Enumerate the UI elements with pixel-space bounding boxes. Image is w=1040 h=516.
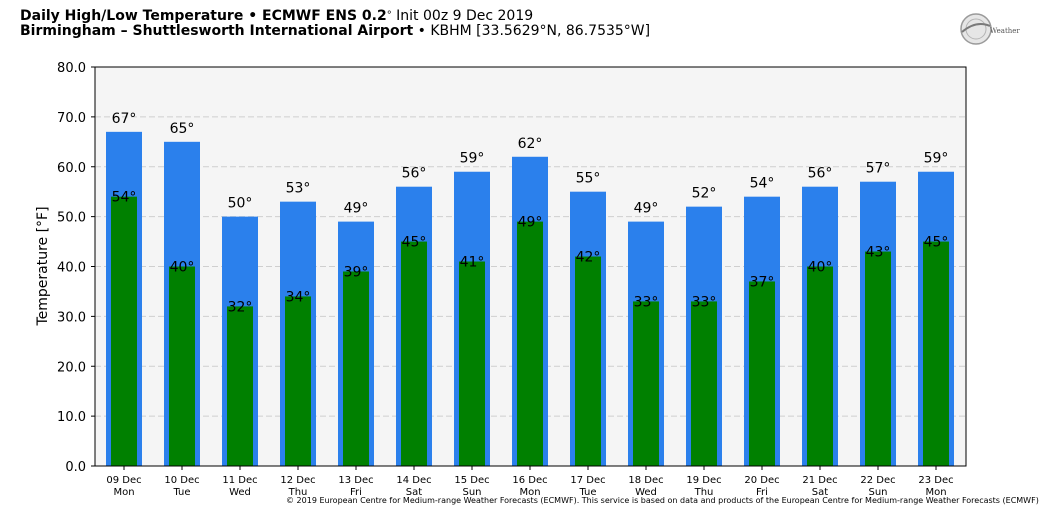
low-temp-label: 49° bbox=[518, 215, 543, 231]
high-temp-label: 59° bbox=[460, 151, 485, 167]
x-tick-date: 18 Dec bbox=[628, 475, 663, 486]
low-temp-label: 32° bbox=[228, 299, 253, 315]
x-tick-weekday: Mon bbox=[113, 487, 134, 498]
low-temp-label: 40° bbox=[170, 260, 195, 276]
low-temp-bar bbox=[111, 196, 137, 467]
x-tick-date: 16 Dec bbox=[512, 475, 547, 486]
y-tick-label: 10.0 bbox=[57, 410, 86, 425]
high-temp-label: 62° bbox=[518, 136, 543, 152]
x-tick-date: 22 Dec bbox=[860, 475, 895, 486]
title-main: Daily High/Low Temperature • ECMWF ENS 0… bbox=[20, 8, 387, 24]
y-tick-label: 20.0 bbox=[57, 360, 86, 375]
x-tick-weekday: Thu bbox=[694, 487, 714, 498]
low-temp-bar bbox=[923, 241, 949, 466]
weatherbell-logo: WeatherBELL bbox=[960, 13, 1020, 45]
x-tick-weekday: Wed bbox=[635, 487, 657, 498]
y-tick-label: 70.0 bbox=[57, 111, 86, 126]
x-tick-date: 17 Dec bbox=[570, 475, 605, 486]
logo-text: WeatherBELL bbox=[990, 27, 1020, 35]
x-tick-weekday: Fri bbox=[756, 487, 768, 498]
low-temp-label: 45° bbox=[924, 235, 949, 251]
x-tick-weekday: Mon bbox=[925, 487, 946, 498]
high-temp-label: 57° bbox=[866, 161, 891, 177]
x-tick-date: 09 Dec bbox=[106, 475, 141, 486]
x-tick-date: 20 Dec bbox=[744, 475, 779, 486]
high-temp-label: 56° bbox=[402, 166, 427, 182]
x-tick-weekday: Sun bbox=[868, 487, 887, 498]
title-degree: ° bbox=[386, 10, 392, 21]
low-temp-label: 40° bbox=[808, 260, 833, 276]
x-tick-date: 19 Dec bbox=[686, 475, 721, 486]
x-tick-weekday: Wed bbox=[229, 487, 251, 498]
x-tick-weekday: Thu bbox=[288, 487, 308, 498]
chart-title: Daily High/Low Temperature • ECMWF ENS 0… bbox=[20, 8, 533, 24]
low-temp-bar bbox=[285, 296, 311, 466]
x-tick-weekday: Tue bbox=[578, 487, 596, 498]
copyright-notice: © 2019 European Centre for Medium-range … bbox=[286, 496, 1039, 505]
y-tick-label: 30.0 bbox=[57, 310, 86, 325]
y-axis-label: Temperature [°F] bbox=[35, 206, 51, 326]
x-tick-date: 21 Dec bbox=[802, 475, 837, 486]
low-temp-label: 33° bbox=[634, 294, 659, 310]
low-temp-bar bbox=[517, 221, 543, 466]
high-temp-label: 67° bbox=[112, 111, 137, 127]
low-temp-bar bbox=[575, 256, 601, 466]
y-tick-label: 0.0 bbox=[65, 460, 86, 475]
low-temp-bar bbox=[633, 301, 659, 466]
x-tick-date: 10 Dec bbox=[164, 475, 199, 486]
low-temp-bar bbox=[459, 261, 485, 466]
x-tick-date: 15 Dec bbox=[454, 475, 489, 486]
low-temp-label: 37° bbox=[750, 274, 775, 290]
x-tick-date: 23 Dec bbox=[918, 475, 953, 486]
low-temp-bar bbox=[169, 266, 195, 466]
high-temp-label: 59° bbox=[924, 151, 949, 167]
low-temp-label: 33° bbox=[692, 294, 717, 310]
high-temp-label: 52° bbox=[692, 186, 717, 202]
x-tick-weekday: Sat bbox=[812, 487, 828, 498]
low-temp-label: 39° bbox=[344, 264, 369, 280]
high-temp-label: 54° bbox=[750, 176, 775, 192]
low-temp-label: 42° bbox=[576, 250, 601, 266]
low-temp-bar bbox=[865, 251, 891, 466]
high-temp-label: 55° bbox=[576, 171, 601, 187]
high-temp-label: 49° bbox=[634, 201, 659, 217]
x-tick-weekday: Fri bbox=[350, 487, 362, 498]
high-temp-label: 56° bbox=[808, 166, 833, 182]
high-temp-label: 49° bbox=[344, 201, 369, 217]
title-init: Init 00z 9 Dec 2019 bbox=[391, 8, 534, 24]
station-info: • KBHM [33.5629°N, 86.7535°W] bbox=[413, 23, 651, 39]
y-tick-label: 60.0 bbox=[57, 161, 86, 176]
low-temp-bar bbox=[807, 266, 833, 466]
low-temp-bar bbox=[691, 301, 717, 466]
low-temp-label: 54° bbox=[112, 190, 137, 206]
low-temp-label: 34° bbox=[286, 289, 311, 305]
x-tick-date: 11 Dec bbox=[222, 475, 257, 486]
y-tick-label: 40.0 bbox=[57, 261, 86, 276]
bars: 67° 54° 65° 40° 50° 32° 53° 34° 49° 39° 56° 45° 59° 4… bbox=[106, 111, 954, 467]
y-tick-label: 80.0 bbox=[57, 61, 86, 76]
high-temp-label: 65° bbox=[170, 121, 195, 137]
y-axis: 0.0 10.0 20.0 30.0 40.0 50.0 60.0 70.0 80.0 bbox=[57, 61, 95, 475]
x-tick-weekday: Sun bbox=[462, 487, 481, 498]
low-temp-bar bbox=[343, 271, 369, 466]
x-tick-date: 14 Dec bbox=[396, 475, 431, 486]
high-temp-label: 53° bbox=[286, 181, 311, 197]
low-temp-label: 43° bbox=[866, 245, 891, 261]
low-temp-label: 41° bbox=[460, 255, 485, 271]
y-tick-label: 50.0 bbox=[57, 211, 86, 226]
x-tick-weekday: Sat bbox=[406, 487, 422, 498]
x-tick-date: 13 Dec bbox=[338, 475, 373, 486]
low-temp-bar bbox=[401, 241, 427, 466]
low-temp-bar bbox=[227, 306, 253, 466]
low-temp-label: 45° bbox=[402, 235, 427, 251]
low-temp-bar bbox=[749, 281, 775, 466]
x-tick-date: 12 Dec bbox=[280, 475, 315, 486]
x-tick-weekday: Mon bbox=[519, 487, 540, 498]
x-tick-weekday: Tue bbox=[172, 487, 190, 498]
chart-subtitle: Birmingham – Shuttlesworth International… bbox=[20, 23, 650, 39]
high-temp-label: 50° bbox=[228, 196, 253, 212]
location-name: Birmingham – Shuttlesworth International… bbox=[20, 23, 414, 39]
